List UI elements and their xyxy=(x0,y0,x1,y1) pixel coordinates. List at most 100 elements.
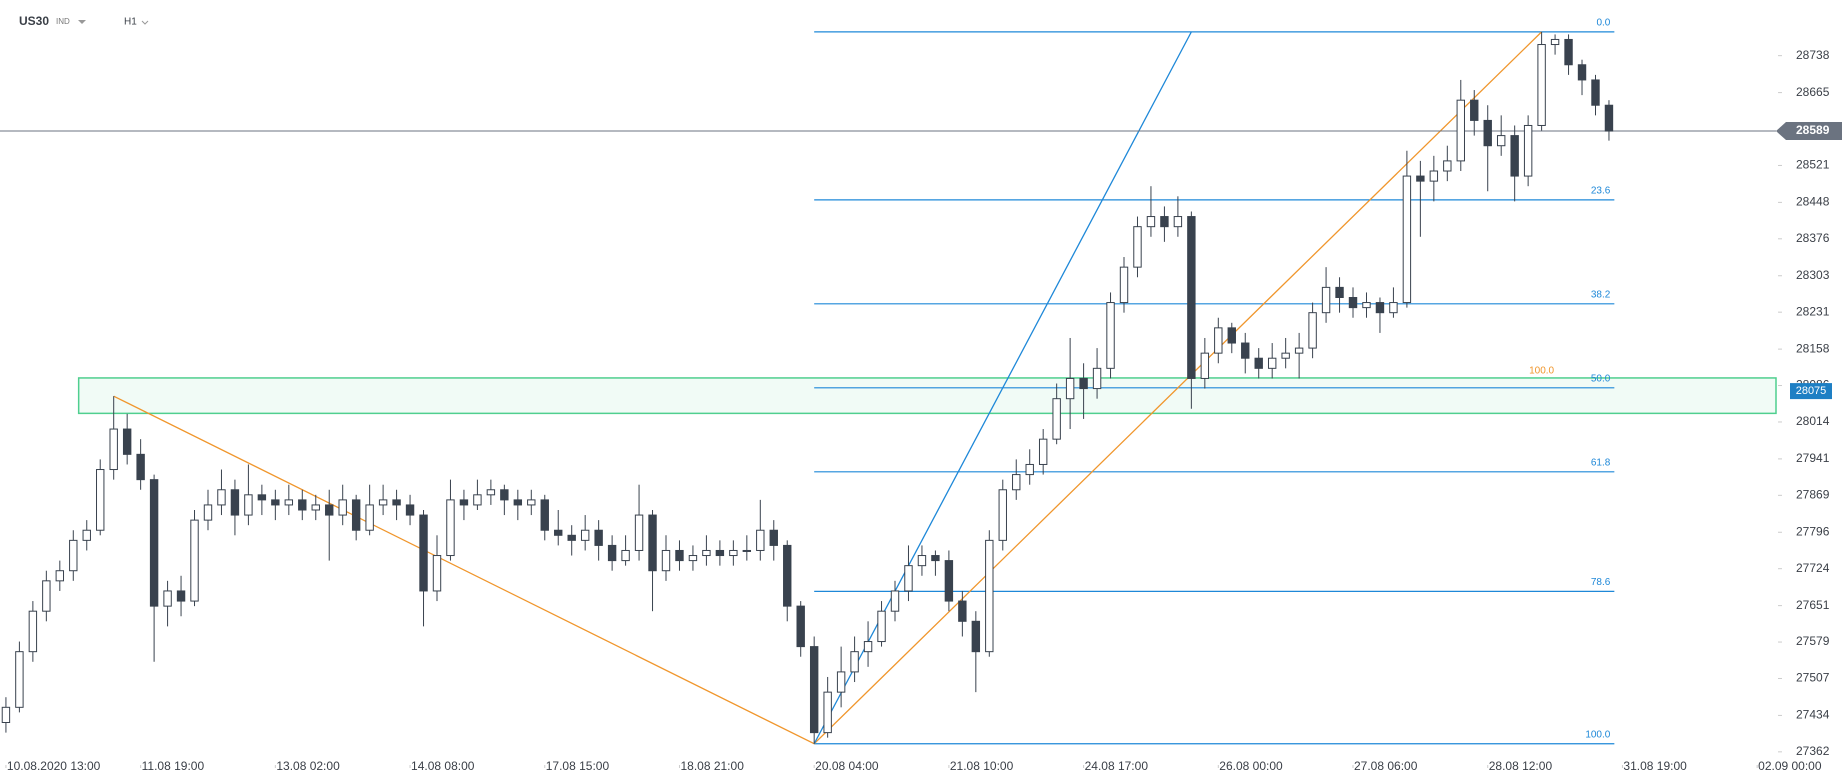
y-tick-label: 27579 xyxy=(1796,634,1830,648)
x-tick-label: 13.08 02:00 xyxy=(276,759,340,773)
candle-body xyxy=(1173,216,1183,228)
candle-body xyxy=(244,494,253,516)
fib-level-label: 78.6 xyxy=(1591,577,1611,588)
candle-body xyxy=(284,499,294,506)
candle-body xyxy=(1025,463,1034,476)
annotation: 100.0 xyxy=(1529,366,1554,377)
candle-body xyxy=(298,499,307,511)
y-tick-label: 28665 xyxy=(1796,85,1830,99)
candle-body xyxy=(1362,302,1371,309)
y-tick-label: 27941 xyxy=(1796,451,1830,465)
candle-body xyxy=(1402,175,1412,304)
candle-body xyxy=(688,555,698,562)
fib-level-label: 38.2 xyxy=(1591,289,1611,300)
candle-body xyxy=(405,504,415,516)
y-tick-label: 28303 xyxy=(1796,268,1830,282)
candle-body xyxy=(1348,297,1358,309)
candle-body xyxy=(149,479,159,607)
candle-body xyxy=(1267,357,1277,369)
y-tick-label: 28158 xyxy=(1796,341,1830,355)
candle-body xyxy=(55,570,65,582)
candle-body xyxy=(1281,352,1290,359)
x-tick-label: 02.09 00:00 xyxy=(1758,759,1822,773)
candle-body xyxy=(1160,216,1169,228)
candle-body xyxy=(917,555,927,567)
candle-body xyxy=(1133,226,1142,268)
candle-body xyxy=(1537,44,1546,126)
symbol[interactable]: US30 xyxy=(19,14,49,28)
x-tick-label: 11.08 19:00 xyxy=(142,759,205,773)
candle-body xyxy=(527,499,536,506)
candle-body xyxy=(985,539,994,653)
y-tick-label: 28231 xyxy=(1796,304,1830,318)
fib-level-label: 50.0 xyxy=(1591,373,1611,384)
candle-body xyxy=(1550,38,1560,46)
candle-body xyxy=(931,555,940,562)
candle-body xyxy=(1254,357,1263,369)
market: IND xyxy=(56,17,70,26)
candle-body xyxy=(486,489,496,496)
candle-body xyxy=(1591,79,1600,106)
candle-body xyxy=(82,529,91,541)
candle-body xyxy=(1052,398,1061,440)
candle-body xyxy=(351,499,361,531)
candle-body xyxy=(419,514,428,592)
trendline xyxy=(813,31,1192,745)
candle-body xyxy=(607,544,617,562)
candle-body xyxy=(836,671,846,693)
candle-body xyxy=(783,544,792,607)
candle-body xyxy=(1496,135,1506,147)
candle-body xyxy=(459,499,469,506)
candle-body xyxy=(1241,342,1250,359)
candle-body xyxy=(42,580,51,612)
candle-body xyxy=(432,555,442,592)
candle-body xyxy=(230,489,240,516)
candle-body xyxy=(1389,302,1398,314)
candle-body xyxy=(203,504,213,521)
candle-body xyxy=(594,529,603,546)
x-tick-label: 14.08 08:00 xyxy=(411,759,475,773)
candle-body xyxy=(163,590,172,607)
candle-body xyxy=(136,453,145,481)
support-zone xyxy=(77,377,1777,415)
candle-body xyxy=(1012,474,1021,491)
zone-price-tag xyxy=(1790,383,1832,400)
candle-body xyxy=(1321,286,1331,314)
candle-body xyxy=(540,499,549,531)
candle-body xyxy=(1079,377,1088,390)
y-tick-label: 27651 xyxy=(1796,598,1830,612)
candle-body xyxy=(958,600,967,622)
interval[interactable]: H1 xyxy=(124,17,137,28)
candle-body xyxy=(325,504,334,516)
candle-body xyxy=(1470,99,1479,121)
candle-body xyxy=(742,549,752,552)
candle-body xyxy=(109,428,118,471)
symbol-dropdown[interactable] xyxy=(78,20,86,24)
candle-body xyxy=(904,565,913,592)
candle-body xyxy=(1119,266,1129,304)
candle-body xyxy=(1065,377,1075,400)
candle-body xyxy=(1106,302,1115,369)
candle-body xyxy=(648,514,657,572)
interval-dropdown[interactable] xyxy=(141,20,149,25)
candle-body xyxy=(756,529,765,551)
y-tick-label: 27362 xyxy=(1796,744,1830,758)
candle-body xyxy=(446,499,455,557)
candle-body xyxy=(1146,216,1156,228)
candle-body xyxy=(15,651,24,708)
candle-body xyxy=(1564,38,1573,66)
candle-body xyxy=(1214,327,1223,354)
candle-body xyxy=(1604,104,1614,132)
candle-body xyxy=(122,428,132,455)
candle-body xyxy=(567,534,576,541)
candle-body xyxy=(1523,124,1533,177)
candle-body xyxy=(1483,119,1492,147)
candle-body xyxy=(1308,312,1317,349)
x-tick-label: 18.08 21:00 xyxy=(680,759,744,773)
x-tick-label: 24.08 17:00 xyxy=(1085,759,1149,773)
candle-body xyxy=(1092,367,1102,390)
candle-body xyxy=(863,641,873,653)
candle-body xyxy=(715,549,725,557)
